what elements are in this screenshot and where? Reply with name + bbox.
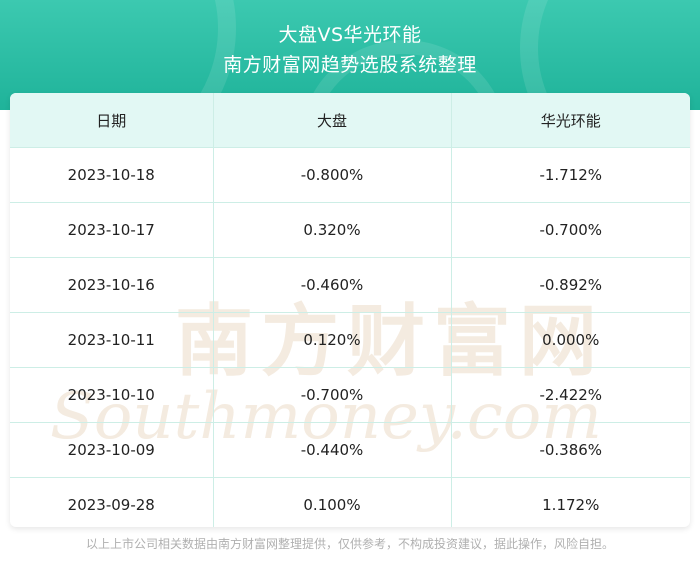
cell-stock-change: 0.000% [451, 312, 690, 368]
disclaimer-text: 以上上市公司相关数据由南方财富网整理提供，仅供参考，不构成投资建议，据此操作，风… [85, 537, 614, 551]
table-row: 2023-10-10 -0.700% -2.422% [10, 367, 690, 423]
decor-ring [520, 0, 700, 110]
cell-date: 2023-10-18 [10, 147, 214, 203]
table-header-row: 日期 大盘 华光环能 [10, 93, 690, 148]
table-row: 2023-10-18 -0.800% -1.712% [10, 147, 690, 203]
table-row: 2023-10-09 -0.440% -0.386% [10, 422, 690, 478]
column-header-stock: 华光环能 [451, 93, 690, 148]
cell-market-change: 0.100% [213, 477, 452, 527]
cell-stock-change: -0.386% [451, 422, 690, 478]
comparison-table: 日期 大盘 华光环能 2023-10-18 -0.800% -1.712% 20… [10, 93, 690, 527]
data-card: 南方财富网 Southmoney.com 日期 大盘 华光环能 2023-10-… [10, 93, 690, 527]
cell-market-change: -0.700% [213, 367, 452, 423]
cell-market-change: -0.460% [213, 257, 452, 313]
cell-market-change: -0.800% [213, 147, 452, 203]
cell-market-change: 0.320% [213, 202, 452, 258]
cell-date: 2023-09-28 [10, 477, 214, 527]
cell-date: 2023-10-10 [10, 367, 214, 423]
table-row: 2023-10-11 0.120% 0.000% [10, 312, 690, 368]
cell-date: 2023-10-16 [10, 257, 214, 313]
cell-stock-change: 1.172% [451, 477, 690, 527]
table-row: 2023-10-16 -0.460% -0.892% [10, 257, 690, 313]
cell-market-change: 0.120% [213, 312, 452, 368]
table-row: 2023-10-17 0.320% -0.700% [10, 202, 690, 258]
cell-date: 2023-10-09 [10, 422, 214, 478]
header-banner: 大盘VS华光环能 南方财富网趋势选股系统整理 [0, 0, 700, 110]
cell-date: 2023-10-11 [10, 312, 214, 368]
column-header-market: 大盘 [213, 93, 452, 148]
cell-stock-change: -2.422% [451, 367, 690, 423]
cell-stock-change: -1.712% [451, 147, 690, 203]
column-header-date: 日期 [10, 93, 214, 148]
cell-stock-change: -0.892% [451, 257, 690, 313]
cell-date: 2023-10-17 [10, 202, 214, 258]
page-title: 大盘VS华光环能 [278, 24, 422, 46]
page-subtitle: 南方财富网趋势选股系统整理 [223, 54, 477, 76]
cell-market-change: -0.440% [213, 422, 452, 478]
cell-stock-change: -0.700% [451, 202, 690, 258]
table-row: 2023-09-28 0.100% 1.172% [10, 477, 690, 527]
